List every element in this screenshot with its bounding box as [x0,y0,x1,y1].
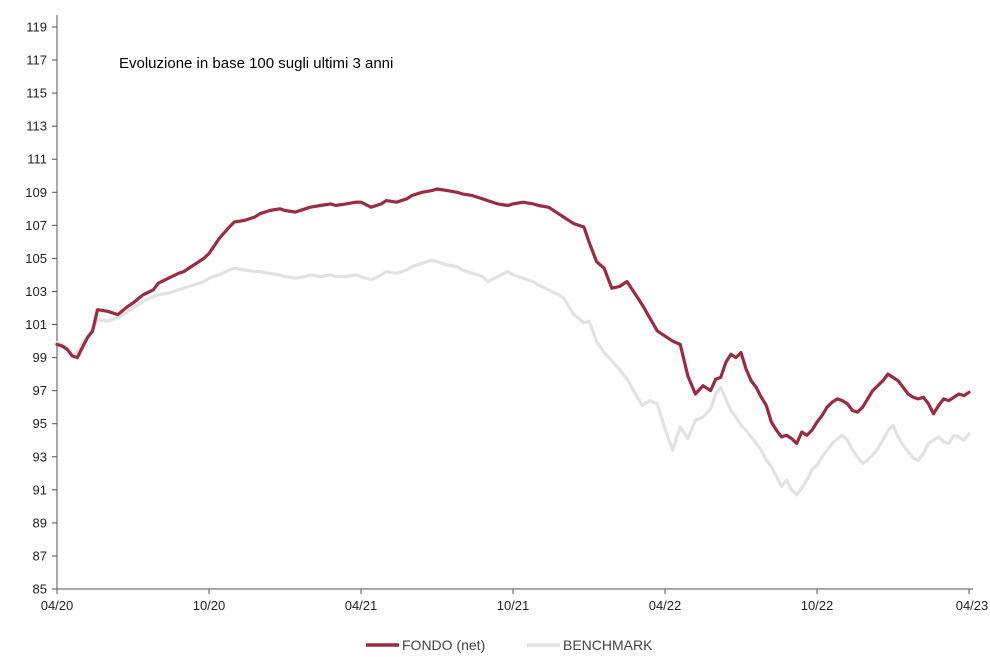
y-tick-label: 111 [27,152,47,167]
y-tick-label: 107 [25,218,47,233]
legend-label: BENCHMARK [563,637,653,653]
y-tick-label: 87 [33,548,47,563]
y-tick-label: 95 [33,416,47,431]
x-tick-label: 04/22 [649,598,682,613]
x-tick-label: 10/21 [497,598,530,613]
y-tick-label: 93 [33,449,47,464]
legend: FONDO (net) BENCHMARK [366,637,653,653]
y-tick-label: 85 [33,582,47,597]
legend-label: FONDO (net) [402,637,485,653]
y-tick-label: 117 [26,53,47,68]
x-tick-label: 04/21 [345,598,378,613]
series-line-benchmark [57,260,969,495]
x-tick-label: 10/20 [193,598,226,613]
y-tick-label: 115 [26,86,47,101]
x-axis: 04/20 10/20 04/21 10/21 04/22 10/22 04/23 [41,589,989,613]
x-tick-label: 10/22 [801,598,834,613]
x-tick-label: 04/20 [41,598,74,613]
y-tick-label: 105 [25,251,47,266]
series-line-fondo [57,189,969,444]
y-tick-label: 91 [33,482,47,497]
series-lines [57,189,969,495]
y-tick-label: 109 [25,185,47,200]
y-tick-label: 97 [33,383,47,398]
chart-title: Evoluzione in base 100 sugli ultimi 3 an… [119,55,393,72]
y-axis: 85 87 89 91 93 95 97 99 101 103 105 107 109 111 113 115… [25,15,57,597]
y-tick-label: 101 [25,317,47,332]
y-tick-label: 99 [33,350,47,365]
y-tick-label: 113 [26,119,47,134]
y-tick-label: 119 [26,20,47,35]
y-tick-label: 103 [25,284,47,299]
y-tick-label: 89 [33,515,47,530]
x-tick-label: 04/23 [956,598,989,613]
